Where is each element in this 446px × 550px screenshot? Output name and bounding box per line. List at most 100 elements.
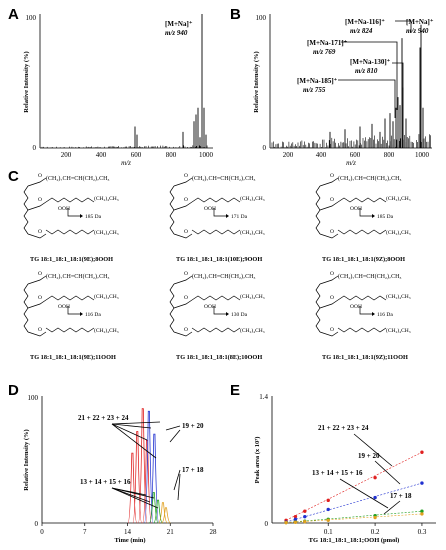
fragment-label: 130 Da — [231, 312, 248, 318]
oxygen-label: O — [184, 327, 188, 333]
x-tick-label: 21 — [167, 528, 175, 536]
ooh-label: OOH — [58, 304, 70, 310]
x-tick-label: 200 — [283, 151, 294, 159]
chain-tail-label: (CH₂)₄CH₃ — [94, 195, 119, 202]
ion-label: [M+Na]⁺ — [406, 18, 434, 26]
chain-label: (CH₂)₇CH=CH(CH₂)₇CH₃ — [192, 273, 256, 280]
mz-label: m/z 940 — [406, 27, 429, 35]
oxygen-label: O — [330, 295, 334, 301]
x-tick-label: 400 — [96, 151, 107, 159]
data-point — [420, 512, 424, 516]
chain-tail-label: (CH₂)₄CH₃ — [240, 229, 265, 236]
panel-letter-b: B — [230, 6, 241, 23]
series-label: 17 + 18 — [390, 492, 412, 500]
chain-tail-label: (CH₂)₄CH₃ — [240, 195, 265, 202]
ion-label: [M+Na-171]⁺ — [307, 39, 348, 47]
x-tick-label: 7 — [83, 528, 87, 536]
fragment-label: 171 Da — [231, 214, 248, 220]
data-point — [303, 509, 307, 513]
chromatogram-traces — [127, 408, 171, 524]
fit-line — [285, 451, 423, 521]
chain-tail-label: (CH₂)₄CH₃ — [240, 327, 265, 334]
chromatogram: 100 0 Relative Intensity (%) 0 7 14 21 28 Ti… — [23, 394, 217, 544]
chain-label: (CH₂)₇CH=CH(CH₂)₇CH₃ — [338, 273, 402, 280]
leader-lines — [339, 433, 401, 515]
arrow-head — [372, 214, 375, 218]
x-tick-label: 200 — [61, 151, 72, 159]
y-top-label: 100 — [26, 14, 37, 22]
fit-line — [286, 513, 422, 523]
oxygen-label: O — [184, 271, 188, 277]
arrow-head — [80, 214, 83, 218]
y-top-label: 100 — [256, 14, 267, 22]
annotation-arrows — [338, 20, 412, 118]
y-tick-label: 0 — [35, 520, 39, 528]
ooh-label: OOH — [204, 304, 216, 310]
series-label: 21 + 22 + 23 + 24 — [318, 424, 369, 432]
peak-group-label: 19 + 20 — [182, 422, 204, 430]
chain-tail-label: (CH₂)₄CH₃ — [386, 293, 411, 300]
oxygen-label: O — [184, 295, 188, 301]
fragment-label: 116 Da — [85, 312, 101, 318]
y-axis-label: Peak area (x 10⁷) — [254, 437, 261, 484]
structure-name: TG 18:1_18:1_18:1(8E);10OOH — [176, 354, 263, 361]
data-point — [326, 518, 330, 522]
y-tick-label: 100 — [28, 394, 39, 402]
y-tick-label: 0 — [265, 520, 269, 528]
data-point — [303, 519, 307, 524]
chain-label: (CH₂)₇CH=CH(CH₂)₇CH₃ — [46, 175, 110, 182]
y-axis-label: Relative Intensity (%) — [23, 51, 30, 112]
structure-6: O O O (CH₂)₇CH=CH(CH₂)₇CH₃ OOH (CH₂)₄CH₃ (CH₂)… — [315, 271, 411, 337]
x-tick-label: 0 — [40, 528, 44, 536]
x-ticks: 0.1 0.2 0.3 — [324, 523, 427, 536]
ooh-label: OOH — [204, 206, 216, 212]
chromatogram-peak — [127, 452, 138, 524]
y-ticks: 01.4 — [259, 393, 268, 528]
ion-label: [M+Na-116]⁺ — [345, 18, 385, 26]
ooh-label: OOH — [350, 304, 362, 310]
x-axis-label: TG 18:1_18:1_18:1;OOH (pmol) — [309, 537, 400, 544]
mz-label: m/z 810 — [355, 67, 378, 75]
series-label: 19 + 20 — [358, 452, 380, 460]
oxygen-label: O — [330, 327, 334, 333]
data-point — [293, 517, 298, 522]
oxygen-label: O — [330, 229, 334, 235]
data-point — [326, 498, 330, 503]
data-point — [420, 509, 424, 513]
leader-lines — [111, 421, 181, 509]
chromatogram-peak — [158, 502, 168, 524]
structure-5: O O O (CH₂)₇CH=CH(CH₂)₇CH₃ OOH (CH₂)₄CH₃ (CH₂)… — [169, 271, 265, 337]
mass-spectrum-a: 100 0 Relative Intensity (%) 200 400 600… — [23, 14, 214, 167]
x-tick-label: 400 — [316, 151, 327, 159]
x-tick-label: 0.3 — [418, 528, 427, 536]
fit-line — [285, 482, 423, 523]
x-tick-label: 1000 — [415, 151, 430, 159]
chain-tail-label: (CH₂)₄CH₃ — [240, 293, 265, 300]
arrow-head — [80, 312, 83, 316]
chromatogram-peak — [161, 507, 171, 524]
oxygen-label: O — [184, 197, 188, 203]
oxygen-label: O — [330, 173, 334, 179]
ion-label: [M+Na]⁺ — [165, 20, 193, 28]
panel-letter-a: A — [8, 6, 19, 23]
oxygen-label: O — [38, 197, 42, 203]
data-point — [293, 514, 298, 519]
structure-name: TG 18:1_18:1_18:1(10E);9OOH — [176, 256, 263, 263]
x-tick-label: 14 — [124, 528, 132, 536]
mz-label: m/z 824 — [350, 27, 373, 35]
data-point — [284, 520, 288, 525]
x-tick-label: 600 — [131, 151, 142, 159]
oxygen-label: O — [38, 229, 42, 235]
calibration-series — [284, 450, 424, 525]
oxygen-label: O — [184, 173, 188, 179]
chromatogram-peak — [132, 431, 143, 524]
fragment-label: 185 Da — [377, 214, 394, 220]
oxygen-label: O — [184, 229, 188, 235]
peak-group-label: 17 + 18 — [182, 466, 204, 474]
chromatogram-peak — [153, 499, 163, 524]
chain-label: (CH₂)₇CH=CH(CH₂)₇CH₃ — [338, 175, 402, 182]
chromatogram-peak — [148, 492, 159, 524]
arrow-head — [226, 214, 229, 218]
oxygen-label: O — [330, 197, 334, 203]
calibration-plot: 01.4 Peak area (x 10⁷) 0.1 0.2 0.3 TG 18:1… — [254, 393, 436, 544]
